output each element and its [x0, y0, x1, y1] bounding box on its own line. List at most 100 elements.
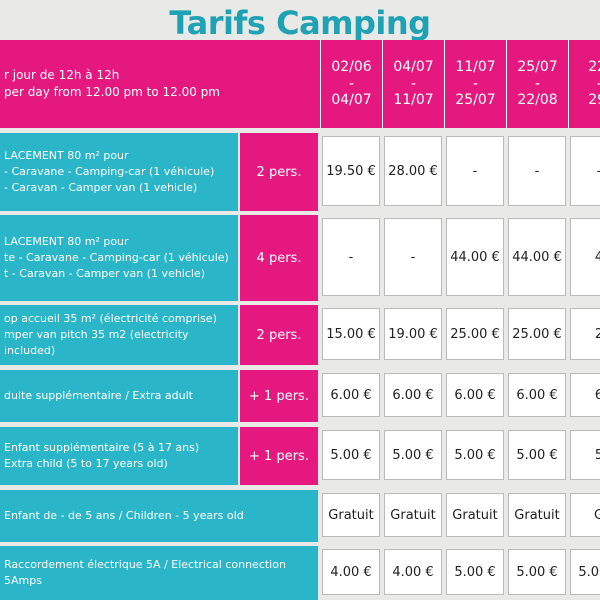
price-cell: 6.00 €: [508, 373, 566, 417]
text: - Caravan - Camper van (1 vehicle): [4, 180, 198, 194]
text: te - Caravane - Camping-car (1 véhicule): [4, 251, 229, 265]
price-cell: G: [570, 493, 600, 537]
price-cell: Gratuit: [446, 493, 504, 537]
price-cell: -: [384, 218, 442, 296]
text: 28.00 €: [388, 163, 438, 179]
period-header: 02/06-04/07: [320, 40, 382, 128]
text: -: [348, 75, 355, 92]
text: mper van pitch 35 m2 (electricity includ…: [4, 328, 189, 357]
text: 5.00 €: [454, 564, 496, 580]
text: -: [410, 249, 416, 265]
row-label: Enfant supplémentaire (5 à 17 ans) Extra …: [0, 427, 238, 485]
text: 5.00 €: [578, 564, 600, 580]
period-header: 22/-29/: [568, 40, 600, 128]
row-label: Enfant de - de 5 ans / Children - 5 year…: [0, 490, 318, 542]
text: 22/: [588, 58, 600, 75]
text: Raccordement électrique 5A / Electrical …: [4, 558, 286, 587]
text: dulte supplémentaire / Extra adult: [4, 389, 193, 403]
text: -: [534, 163, 540, 179]
persons: + 1 pers.: [240, 427, 318, 485]
text: 04/07: [393, 58, 434, 75]
row-label: dulte supplémentaire / Extra adult: [0, 370, 238, 422]
text: -: [597, 164, 600, 179]
price-cell: 44.00 €: [446, 218, 504, 296]
period-header: 25/07-22/08: [506, 40, 568, 128]
text: r jour de 12h à 12h: [4, 67, 120, 82]
price-cell: 19.50 €: [322, 136, 380, 206]
text: op accueil 35 m² (électricité comprise): [4, 312, 217, 326]
period-header: 04/07-11/07: [382, 40, 444, 128]
row-label: LACEMENT 80 m² pour - Caravane - Camping-…: [0, 133, 238, 211]
text: 5.00 €: [454, 447, 496, 463]
row-label: op accueil 35 m² (électricité comprise) m…: [0, 305, 238, 365]
text: 5.00 €: [392, 447, 434, 463]
text: 6.00 €: [454, 387, 496, 403]
period-header: 11/07-25/07: [444, 40, 506, 128]
text: 4.00 €: [330, 564, 372, 580]
text: Gratuit: [452, 507, 498, 523]
price-cell: Gratuit: [322, 493, 380, 537]
price-cell: 28.00 €: [384, 136, 442, 206]
price-cell: 5.00 €: [570, 549, 600, 595]
text: 25/07: [455, 92, 496, 109]
row-label: Raccordement électrique 5A / Electrical …: [0, 546, 318, 600]
text: 25/07: [517, 58, 558, 75]
text: - Caravane - Camping-car (1 véhicule): [4, 165, 215, 179]
text: -: [348, 249, 354, 265]
price-cell: -: [508, 136, 566, 206]
text: Gratuit: [514, 507, 560, 523]
price-cell: 5.00 €: [446, 430, 504, 480]
text: 6.00 €: [516, 387, 558, 403]
price-cell: -: [446, 136, 504, 206]
text: 2: [595, 327, 600, 342]
text: 6.00 €: [392, 387, 434, 403]
price-cell: 5.00 €: [322, 430, 380, 480]
text: 6: [595, 388, 600, 403]
price-cell: 5.00 €: [446, 549, 504, 595]
text: -: [597, 76, 600, 93]
text: 5.00 €: [516, 564, 558, 580]
text: Gratuit: [328, 507, 374, 523]
text: Enfant de - de 5 ans / Children - 5 year…: [4, 509, 244, 523]
price-cell: 19.00 €: [384, 308, 442, 360]
text: -: [472, 75, 479, 92]
text: per day from 12.00 pm to 12.00 pm: [4, 85, 220, 99]
price-cell: 6.00 €: [384, 373, 442, 417]
price-cell: 5.00 €: [508, 549, 566, 595]
price-cell: 25.00 €: [508, 308, 566, 360]
price-cell: 15.00 €: [322, 308, 380, 360]
text: 19.00 €: [388, 326, 438, 342]
price-cell: 4: [570, 218, 600, 296]
text: t - Caravan - Camper van (1 vehicle): [4, 266, 206, 280]
text: 5: [595, 448, 600, 463]
price-cell: 2: [570, 308, 600, 360]
text: 22/08: [517, 92, 558, 109]
text: 15.00 €: [326, 326, 376, 342]
text: 4.00 €: [392, 564, 434, 580]
text: Enfant supplémentaire (5 à 17 ans): [4, 441, 200, 455]
price-cell: 6.00 €: [446, 373, 504, 417]
text: 11/07: [393, 92, 434, 109]
text: 25.00 €: [450, 326, 500, 342]
text: 44.00 €: [512, 249, 562, 265]
text: LACEMENT 80 m² pour: [4, 149, 129, 163]
row-label: LACEMENT 80 m² pour te - Caravane - Campi…: [0, 215, 238, 301]
price-cell: 25.00 €: [446, 308, 504, 360]
text: LACEMENT 80 m² pour: [4, 235, 129, 249]
price-cell: 6: [570, 373, 600, 417]
text: 2 pers.: [256, 164, 302, 180]
text: 04/07: [331, 92, 372, 109]
text: Extra child (5 to 17 years old): [4, 457, 168, 470]
text: -: [410, 75, 417, 92]
text: 2 pers.: [256, 327, 302, 343]
price-cell: 5: [570, 430, 600, 480]
text: 5.00 €: [516, 447, 558, 463]
price-cell: 5.00 €: [384, 430, 442, 480]
text: 25.00 €: [512, 326, 562, 342]
persons: 2 pers.: [240, 133, 318, 211]
text: 19.50 €: [326, 163, 376, 179]
price-cell: Gratuit: [384, 493, 442, 537]
price-cell: Gratuit: [508, 493, 566, 537]
persons: + 1 pers.: [240, 370, 318, 422]
text: + 1 pers.: [249, 388, 309, 404]
